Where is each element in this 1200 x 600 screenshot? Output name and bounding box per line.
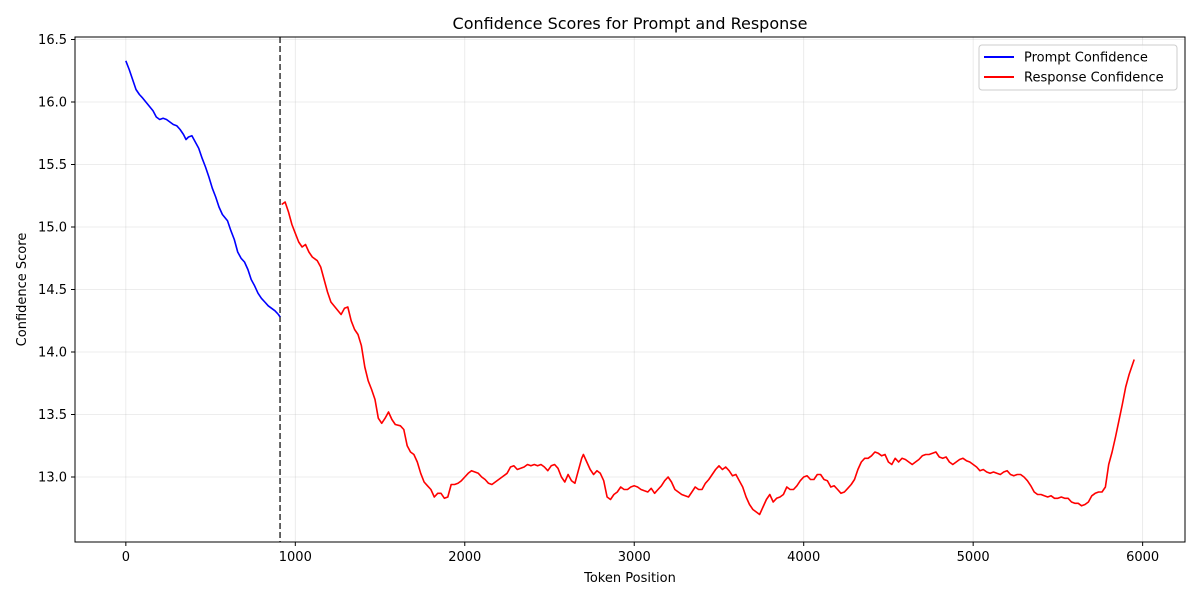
y-tick-label: 14.0 — [38, 346, 67, 361]
x-tick-label: 5000 — [957, 550, 990, 565]
y-axis-title: Confidence Score — [15, 233, 30, 347]
legend: Prompt Confidence Response Confidence — [978, 44, 1178, 91]
y-tick-label: 16.5 — [38, 33, 67, 48]
legend-box — [978, 44, 1178, 91]
y-tick-label: 13.0 — [38, 471, 67, 486]
series-line-prompt — [125, 60, 281, 318]
y-tick-label: 13.5 — [38, 408, 67, 423]
x-tick-label: 6000 — [1126, 550, 1159, 565]
y-tick-label: 16.0 — [38, 96, 67, 111]
grid — [75, 37, 1185, 542]
x-tick-label: 2000 — [448, 550, 481, 565]
y-axis-ticks: 13.0 13.5 14.0 14.5 15.0 15.5 16.0 16.5 — [38, 33, 75, 486]
series-layer — [125, 60, 1135, 516]
series-line-response — [281, 201, 1135, 516]
chart-title: Confidence Scores for Prompt and Respons… — [453, 14, 808, 33]
legend-label: Prompt Confidence — [1024, 51, 1148, 66]
y-tick-label: 14.5 — [38, 283, 67, 298]
x-axis-title: Token Position — [583, 571, 676, 586]
x-tick-label: 3000 — [618, 550, 651, 565]
x-tick-label: 0 — [122, 550, 130, 565]
x-axis-ticks: 0 1000 2000 3000 4000 5000 6000 — [122, 542, 1159, 565]
y-tick-label: 15.5 — [38, 158, 67, 173]
legend-label: Response Confidence — [1024, 71, 1164, 86]
y-tick-label: 15.0 — [38, 221, 67, 236]
x-tick-label: 4000 — [787, 550, 820, 565]
x-tick-label: 1000 — [279, 550, 312, 565]
